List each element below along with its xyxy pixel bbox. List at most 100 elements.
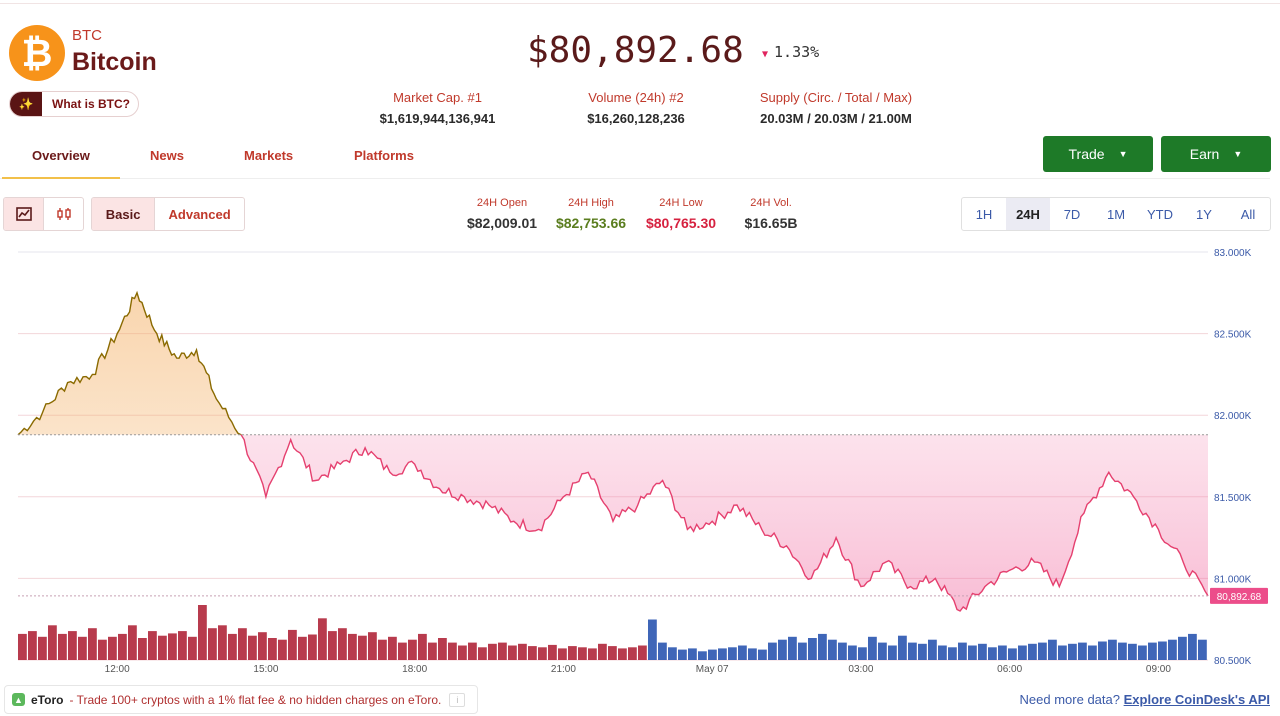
volume-bar [478,647,487,660]
volume-bar [138,638,147,660]
y-tick-label: 82.000K [1214,411,1252,422]
explore-api-link[interactable]: Explore CoinDesk's API [1123,692,1270,707]
volume-bar [18,633,27,660]
market-cap-stat: Market Cap. #1 $1,619,944,136,941 [370,90,505,126]
api-prefix: Need more data? [1019,692,1120,707]
volume-bar [968,645,977,660]
api-promo: Need more data? Explore CoinDesk's API [1020,692,1270,707]
advanced-mode-button[interactable]: Advanced [154,198,244,230]
volume-bar [388,636,397,660]
volume-bar [48,625,57,660]
volume-bar [468,642,477,660]
trade-button[interactable]: Trade ▼ [1043,136,1153,172]
open-label: 24H Open [476,197,528,209]
range-all[interactable]: All [1240,206,1256,222]
volume-bar [238,628,247,660]
ad-info-icon[interactable]: i [449,692,466,707]
y-tick-label: 80.500K [1214,656,1252,667]
volume-bar [378,639,387,660]
basic-mode-button[interactable]: Basic [92,198,155,230]
volume-bar [98,639,107,660]
volume-bar [218,625,227,660]
volume-bar [828,639,837,660]
candlestick-icon [56,208,71,220]
tab-platforms[interactable]: Platforms [354,148,414,163]
volume-bar [998,645,1007,660]
volume-bar [288,629,297,660]
low-label: 24H Low [659,197,703,209]
range-1m[interactable]: 1M [1106,206,1126,222]
etoro-ad-banner[interactable]: ▲ eToro - Trade 100+ cryptos with a 1% f… [4,685,478,714]
volume-bar [758,649,767,660]
volume-bar [408,639,417,660]
volume-bar [78,636,87,660]
volume-bar [588,648,597,660]
ad-brand: eToro [31,692,64,707]
tabs-divider [0,178,1270,179]
y-tick-label: 83.000K [1214,248,1252,259]
volume-bar [878,642,887,660]
volume-bar [938,645,947,660]
volume-bar [68,631,77,660]
line-chart-button[interactable] [4,198,43,230]
volume-bar [58,633,67,660]
sparkle-icon: ✨ [10,92,42,116]
range-1y[interactable]: 1Y [1196,206,1212,222]
vol-value: $16.65B [744,215,798,231]
volume-bar [738,645,747,660]
x-tick-label: 21:00 [551,664,576,675]
supply-value: 20.03M / 20.03M / 21.00M [760,111,912,126]
volume-bar [638,645,647,660]
volume-bar [948,647,957,660]
volume-stat: Volume (24h) #2 $16,260,128,236 [576,90,696,126]
volume-bar [418,633,427,660]
range-24h[interactable]: 24H [1006,198,1050,230]
volume-bar [88,628,97,660]
price-chart[interactable]: 83.000K 82.500K 82.000K 81.500K 81.000K 80.50… [0,240,1280,680]
volume-bar [658,642,667,660]
volume-bar [488,643,497,660]
volume-bar [1058,645,1067,660]
volume-bar [198,605,207,660]
y-tick-label: 82.500K [1214,330,1252,341]
what-is-btc-button[interactable]: ✨ What is BTC? [9,91,139,117]
volume-bar [528,646,537,660]
volume-bar [258,632,267,660]
volume-bar [348,633,357,660]
volume-bar [628,647,637,660]
chart-type-toggle [3,197,84,231]
tab-news[interactable]: News [150,148,184,163]
range-1h[interactable]: 1H [975,206,993,222]
volume-bar [398,642,407,660]
top-divider [0,3,1280,4]
high-stat: 24H High $82,753.66 [546,197,636,231]
volume-bar [1068,643,1077,660]
volume-bar [1108,639,1117,660]
volume-bar [718,648,727,660]
volume-bar [708,649,717,660]
volume-bar [598,643,607,660]
y-tick-label: 81.000K [1214,574,1252,585]
earn-button[interactable]: Earn ▼ [1161,136,1271,172]
volume-bar [978,643,987,660]
volume-bar [918,643,927,660]
volume-bar [1138,645,1147,660]
x-tick-label: 12:00 [105,664,130,675]
x-tick-label: 18:00 [402,664,427,675]
volume-bar [1148,642,1157,660]
price-change: ▼ 1.33% [762,43,819,61]
tab-markets[interactable]: Markets [244,148,294,163]
volume-bar [1118,642,1127,660]
range-ytd[interactable]: YTD [1147,206,1173,222]
supply-label: Supply (Circ. / Total / Max) [759,90,913,105]
x-tick-label: 06:00 [997,664,1022,675]
candlestick-button[interactable] [43,198,83,230]
tab-overview[interactable]: Overview [32,148,90,163]
time-range-selector: 1H 24H 7D 1M YTD 1Y All [961,197,1271,231]
low-stat: 24H Low $80,765.30 [636,197,726,231]
etoro-logo-icon: ▲ [12,693,25,706]
price-area-below [18,434,1208,611]
volume-bar [1078,642,1087,660]
range-7d[interactable]: 7D [1063,206,1081,222]
volume-bar [248,635,257,660]
